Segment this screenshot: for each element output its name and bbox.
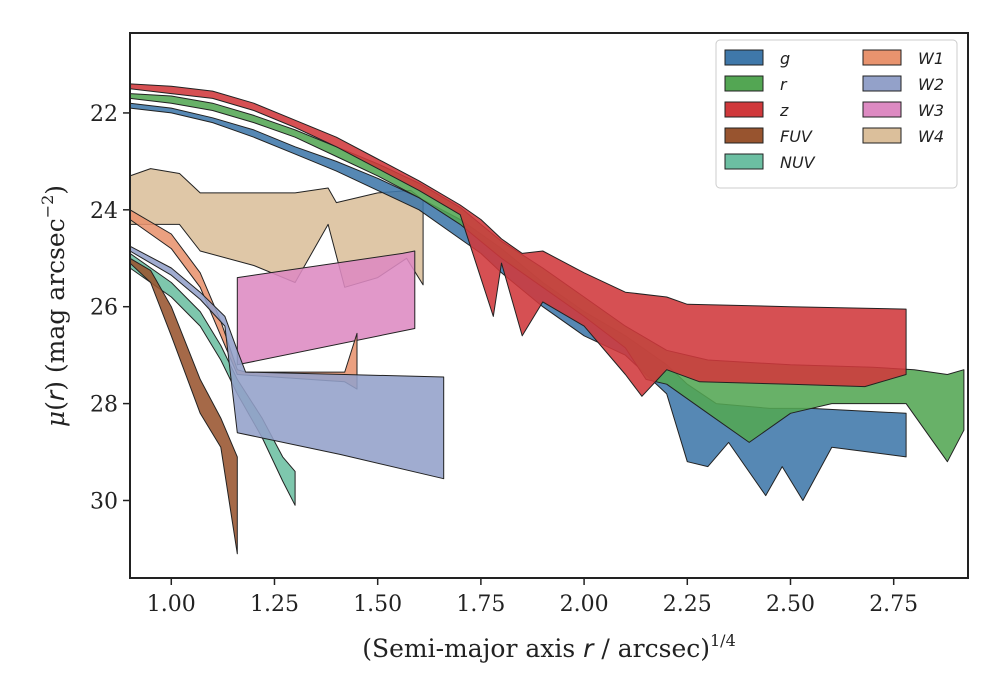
legend: grz FUV NUV W1 W2 W3 W4 — [715, 39, 958, 189]
x-tick-label: 2.25 — [663, 592, 712, 617]
y-tick-label: 26 — [90, 296, 118, 321]
legend-label-z: z — [779, 101, 789, 120]
y-tick-label: 22 — [90, 102, 118, 127]
x-tick-label: 2.75 — [869, 592, 918, 617]
x-tick-label: 1.75 — [456, 592, 505, 617]
y-tick-label: 24 — [90, 199, 118, 224]
legend-swatch-z — [724, 101, 764, 118]
legend-label-fuv: FUV — [780, 127, 813, 146]
legend-swatch-w3 — [862, 101, 902, 118]
legend-label-r: r — [780, 75, 788, 94]
y-tick-label: 28 — [90, 393, 118, 418]
legend-swatch-g — [724, 49, 764, 66]
x-tick-label: 1.50 — [353, 592, 402, 617]
y-axis-label: μ(r) (mag arcsec−2) — [38, 185, 70, 427]
band-areas — [129, 83, 965, 555]
band-area-fuv — [129, 257, 238, 555]
x-axis-ticks: 1.00 1.25 1.50 1.75 2.00 2.25 2.50 2.75 — [147, 578, 918, 617]
legend-label-w2: W2 — [918, 75, 944, 94]
legend-label-g: g — [780, 49, 790, 68]
x-tick-label: 2.00 — [560, 592, 609, 617]
y-axis-ticks: 22 24 26 28 30 — [90, 102, 130, 514]
band-area-w2 — [129, 245, 445, 480]
x-axis-label: (Semi-major axis r / arcsec)1/4 — [362, 631, 736, 663]
y-tick-label: 30 — [90, 489, 118, 514]
x-tick-label: 1.00 — [147, 592, 196, 617]
legend-label-w4: W4 — [918, 127, 944, 146]
band-area-w4 — [129, 168, 424, 288]
legend-swatch-w4 — [862, 127, 902, 144]
x-tick-label: 1.25 — [250, 592, 299, 617]
legend-label-w1: W1 — [918, 49, 944, 68]
legend-swatch-r — [724, 75, 764, 92]
band-area-w1 — [129, 209, 358, 390]
legend-label-w3: W3 — [918, 101, 944, 120]
legend-swatch-w1 — [862, 49, 902, 66]
legend-swatch-w2 — [862, 75, 902, 92]
plot-frame — [129, 32, 969, 579]
x-tick-label: 2.50 — [766, 592, 815, 617]
legend-label-nuv: NUV — [780, 153, 816, 172]
legend-swatch-nuv — [724, 153, 764, 170]
band-area-z — [129, 83, 907, 397]
legend-swatch-fuv — [724, 127, 764, 144]
